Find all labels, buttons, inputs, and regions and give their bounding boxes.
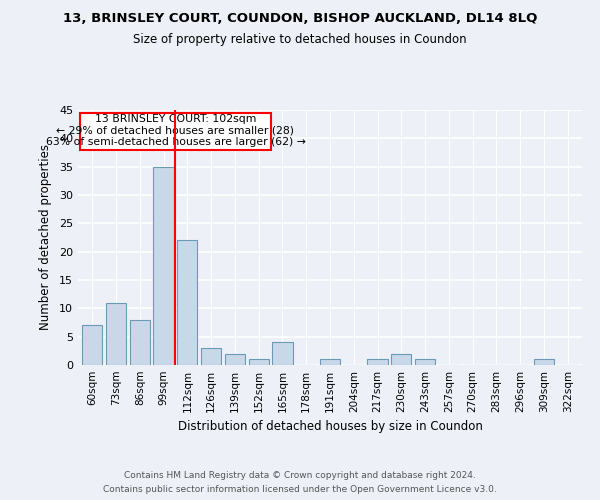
Text: Contains public sector information licensed under the Open Government Licence v3: Contains public sector information licen… — [103, 484, 497, 494]
Bar — [82, 326, 103, 365]
Bar — [130, 320, 150, 365]
Text: ← 29% of detached houses are smaller (28): ← 29% of detached houses are smaller (28… — [56, 126, 295, 136]
Bar — [534, 360, 554, 365]
Y-axis label: Number of detached properties: Number of detached properties — [39, 144, 52, 330]
Bar — [106, 302, 126, 365]
Text: Size of property relative to detached houses in Coundon: Size of property relative to detached ho… — [133, 32, 467, 46]
Bar — [177, 240, 197, 365]
Bar — [154, 166, 173, 365]
Bar — [248, 360, 269, 365]
Bar — [272, 342, 293, 365]
Bar — [415, 360, 435, 365]
Bar — [367, 360, 388, 365]
Bar — [320, 360, 340, 365]
Bar — [391, 354, 412, 365]
Text: Contains HM Land Registry data © Crown copyright and database right 2024.: Contains HM Land Registry data © Crown c… — [124, 472, 476, 480]
Bar — [225, 354, 245, 365]
Bar — [201, 348, 221, 365]
Text: 13, BRINSLEY COURT, COUNDON, BISHOP AUCKLAND, DL14 8LQ: 13, BRINSLEY COURT, COUNDON, BISHOP AUCK… — [63, 12, 537, 26]
FancyBboxPatch shape — [80, 113, 271, 150]
Text: 63% of semi-detached houses are larger (62) →: 63% of semi-detached houses are larger (… — [46, 136, 305, 146]
Text: 13 BRINSLEY COURT: 102sqm: 13 BRINSLEY COURT: 102sqm — [95, 114, 256, 124]
X-axis label: Distribution of detached houses by size in Coundon: Distribution of detached houses by size … — [178, 420, 482, 434]
